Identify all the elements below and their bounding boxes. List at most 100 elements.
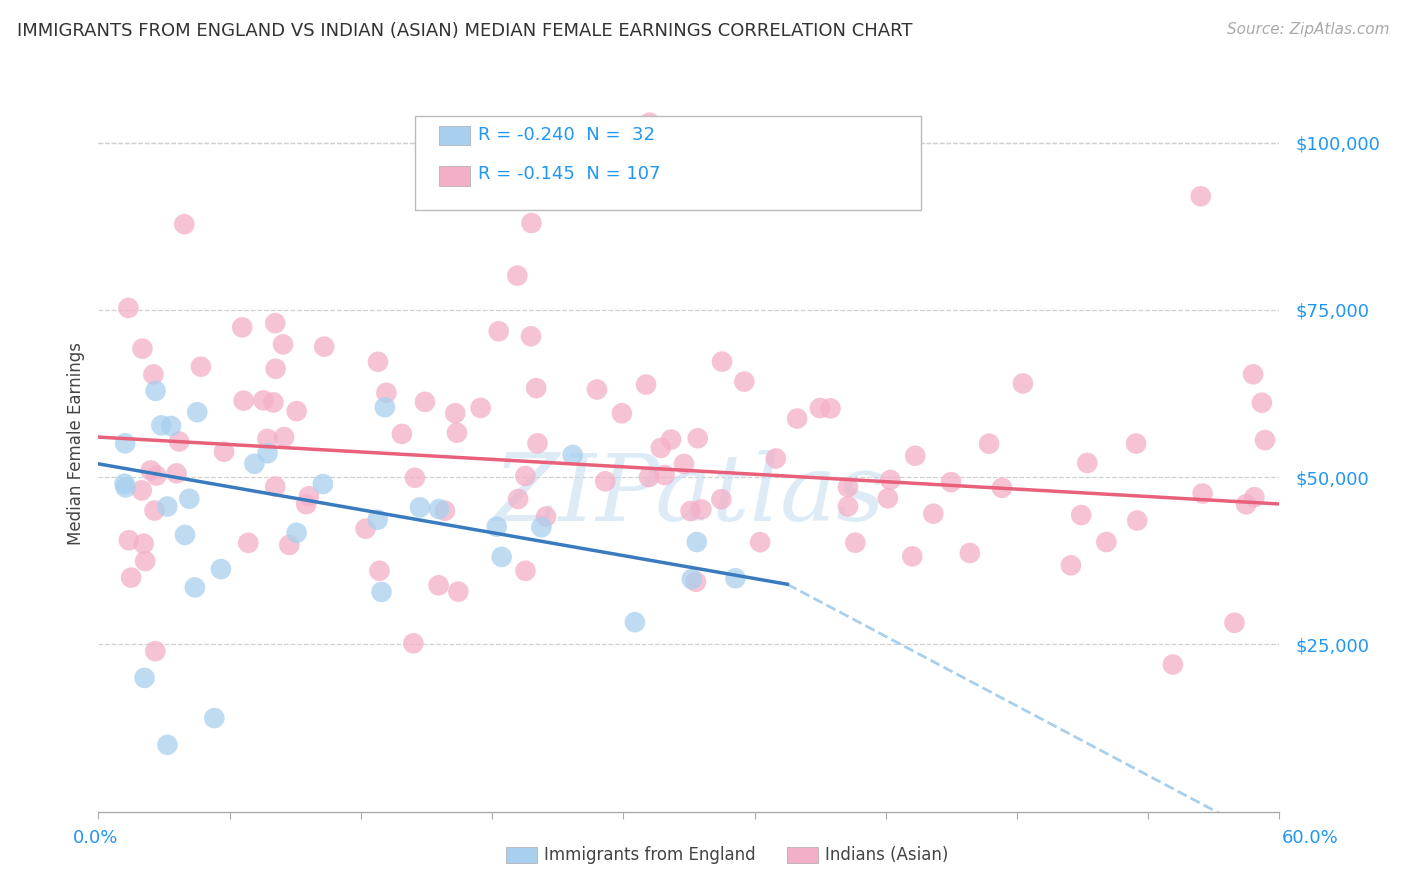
Point: [593, 475, 616, 489]
Point: [264, 361, 287, 376]
Point: [446, 425, 468, 440]
Point: [120, 571, 142, 585]
Point: [231, 320, 253, 334]
Point: [117, 301, 139, 315]
Point: [271, 337, 294, 351]
Point: [534, 509, 557, 524]
Point: [1254, 433, 1277, 447]
Point: [143, 644, 166, 658]
Point: [131, 342, 153, 356]
Point: [402, 636, 425, 650]
Text: Immigrants from England: Immigrants from England: [544, 847, 756, 864]
Point: [264, 479, 287, 493]
Point: [485, 520, 508, 534]
Point: [444, 406, 467, 420]
Point: [733, 375, 755, 389]
Point: [179, 491, 201, 506]
Text: 0.0%: 0.0%: [73, 829, 118, 847]
Text: ZIPatlas: ZIPatlas: [494, 450, 884, 541]
Point: [312, 477, 335, 491]
Point: [186, 405, 208, 419]
Point: [904, 449, 927, 463]
Point: [166, 467, 188, 481]
Point: [295, 497, 318, 511]
Point: [876, 491, 898, 506]
Point: [118, 533, 141, 548]
Point: [685, 574, 707, 589]
Point: [654, 468, 676, 483]
Point: [844, 535, 866, 549]
Point: [160, 419, 183, 434]
Point: [256, 432, 278, 446]
Point: [285, 525, 308, 540]
Point: [367, 513, 389, 527]
Point: [508, 491, 530, 506]
Point: [1234, 497, 1257, 511]
Point: [991, 481, 1014, 495]
Point: [1223, 615, 1246, 630]
Point: [285, 404, 308, 418]
Point: [143, 503, 166, 517]
Point: [145, 384, 167, 398]
Point: [409, 500, 432, 515]
Point: [173, 217, 195, 231]
Point: [520, 329, 543, 343]
Point: [520, 216, 543, 230]
Point: [901, 549, 924, 564]
Point: [749, 535, 772, 549]
Point: [114, 476, 136, 491]
Point: [1161, 657, 1184, 672]
Y-axis label: Median Female Earnings: Median Female Earnings: [66, 343, 84, 545]
Point: [142, 368, 165, 382]
Point: [710, 492, 733, 507]
Point: [413, 394, 436, 409]
Point: [243, 457, 266, 471]
Point: [1189, 189, 1212, 203]
Point: [1012, 376, 1035, 391]
Point: [506, 268, 529, 283]
Text: R = -0.240  N =  32: R = -0.240 N = 32: [478, 126, 655, 144]
Point: [1095, 535, 1118, 549]
Point: [278, 538, 301, 552]
Point: [134, 671, 156, 685]
Point: [427, 502, 450, 516]
Point: [367, 355, 389, 369]
Point: [837, 480, 859, 494]
Point: [433, 504, 456, 518]
Point: [711, 354, 734, 368]
Point: [939, 475, 962, 490]
Point: [273, 430, 295, 444]
Point: [491, 549, 513, 564]
Point: [232, 393, 254, 408]
Point: [404, 471, 426, 485]
Point: [561, 448, 583, 462]
Point: [174, 528, 197, 542]
Text: R = -0.145  N = 107: R = -0.145 N = 107: [478, 165, 661, 183]
Point: [1076, 456, 1098, 470]
Point: [638, 115, 661, 129]
Point: [184, 581, 207, 595]
Point: [354, 522, 377, 536]
Point: [1060, 558, 1083, 573]
Point: [156, 500, 179, 514]
Point: [820, 401, 842, 416]
Point: [150, 418, 173, 433]
Point: [515, 564, 537, 578]
Point: [638, 470, 661, 484]
Point: [786, 411, 808, 425]
Point: [139, 463, 162, 477]
Point: [470, 401, 492, 415]
Point: [526, 436, 548, 450]
Point: [114, 436, 136, 450]
Point: [209, 562, 232, 576]
Point: [681, 572, 703, 586]
Point: [132, 536, 155, 550]
Text: Indians (Asian): Indians (Asian): [825, 847, 949, 864]
Point: [650, 441, 672, 455]
Point: [690, 502, 713, 516]
Point: [837, 500, 859, 514]
Text: 60.0%: 60.0%: [1282, 829, 1339, 847]
Point: [879, 473, 901, 487]
Point: [114, 480, 136, 494]
Point: [524, 381, 547, 395]
